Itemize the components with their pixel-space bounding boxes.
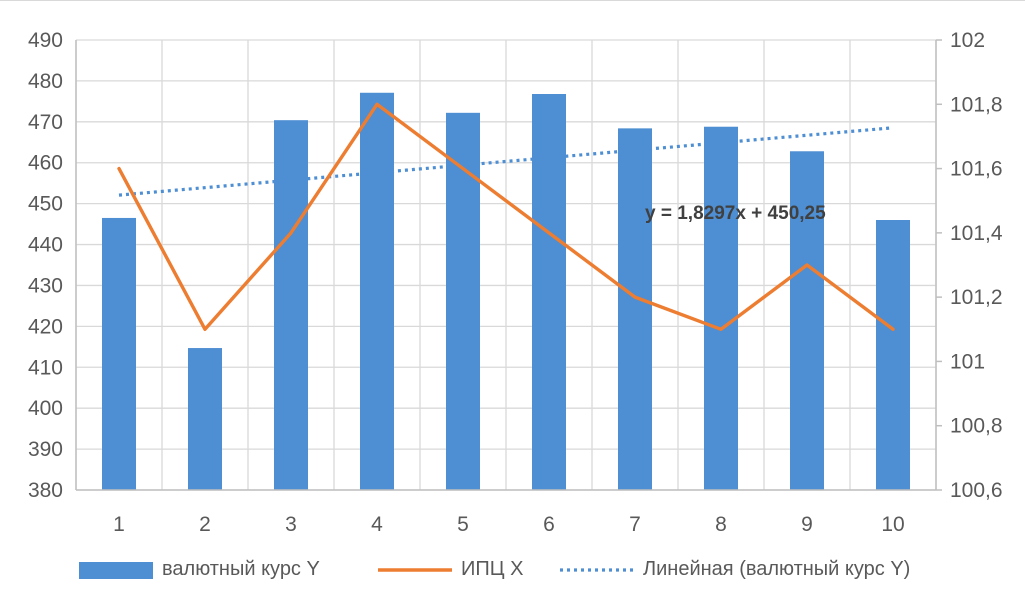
x-tick-label: 1 <box>113 513 125 536</box>
bar <box>876 220 910 490</box>
x-tick-label: 6 <box>543 513 555 536</box>
bar <box>360 92 394 490</box>
y-left-tick-label: 380 <box>28 479 63 502</box>
bar <box>532 94 566 490</box>
y-left-tick-label: 460 <box>28 152 63 175</box>
bar <box>102 217 136 491</box>
x-tick-label: 9 <box>801 513 813 536</box>
y-right-tick-label: 101,2 <box>950 286 1003 309</box>
y-right-tick-label: 100,6 <box>950 479 1003 502</box>
y-left-tick-label: 440 <box>28 234 63 257</box>
y-right-tick-label: 101 <box>950 350 985 373</box>
y-left-tick-label: 480 <box>28 70 63 93</box>
y-left-tick-label: 430 <box>28 274 63 297</box>
bar <box>790 151 824 491</box>
line-series-path <box>117 102 895 331</box>
y-right-tick-label: 101,8 <box>950 93 1003 116</box>
x-tick-label: 8 <box>715 513 727 536</box>
y-right-tick-label: 101,4 <box>950 222 1003 245</box>
y-right-tick-label: 102 <box>950 29 985 52</box>
y-right-tick-label: 101,6 <box>950 158 1003 181</box>
y-right-tick-label: 100,8 <box>950 415 1003 438</box>
legend-label-line: ИПЦ Х <box>461 558 523 580</box>
x-tick-label: 10 <box>881 513 904 536</box>
legend-swatch-bar <box>79 562 153 579</box>
y-left-tick-label: 390 <box>28 438 63 461</box>
x-tick-label: 3 <box>285 513 297 536</box>
x-tick-label: 7 <box>629 513 641 536</box>
y-left-tick-label: 490 <box>28 29 63 52</box>
bar <box>188 348 222 490</box>
bar <box>704 126 738 491</box>
x-tick-label: 5 <box>457 513 469 536</box>
legend-label-trendline: Линейная (валютный курс Y) <box>643 558 910 580</box>
bar-series <box>102 92 910 491</box>
y-left-tick-label: 420 <box>28 315 63 338</box>
axes <box>75 39 942 491</box>
line-series <box>117 102 895 331</box>
legend-label-bar: валютный курс Y <box>162 558 320 580</box>
bar <box>618 128 652 490</box>
x-tick-label: 2 <box>199 513 211 536</box>
y-left-tick-label: 410 <box>28 356 63 379</box>
x-tick-label: 4 <box>371 513 383 536</box>
legend: валютный курс Y ИПЦ Х Линейная (валютный к… <box>79 558 910 580</box>
y-left-tick-label: 470 <box>28 111 63 134</box>
tick-labels: 380390400410420430440450460470480490100,… <box>28 29 1003 536</box>
y-left-tick-label: 400 <box>28 397 63 420</box>
bar <box>274 120 308 490</box>
y-left-tick-label: 450 <box>28 193 63 216</box>
trendline-equation-label: y = 1,8297x + 450,25 <box>645 203 826 224</box>
